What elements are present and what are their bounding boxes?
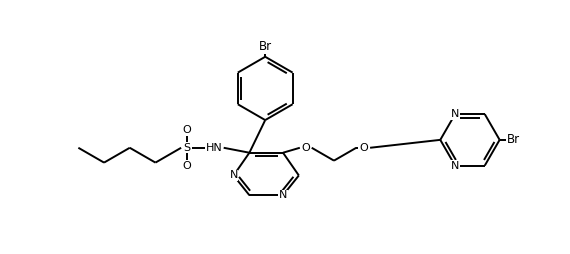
Text: O: O: [183, 125, 192, 135]
Text: N: N: [229, 170, 238, 180]
Text: N: N: [451, 109, 459, 119]
Text: O: O: [360, 143, 369, 153]
Text: N: N: [279, 190, 287, 200]
Text: Br: Br: [507, 133, 520, 146]
Text: S: S: [184, 143, 190, 153]
Text: Br: Br: [259, 40, 272, 53]
Text: N: N: [451, 161, 459, 170]
Text: O: O: [302, 143, 310, 153]
Text: HN: HN: [205, 143, 222, 153]
Text: O: O: [183, 161, 192, 171]
